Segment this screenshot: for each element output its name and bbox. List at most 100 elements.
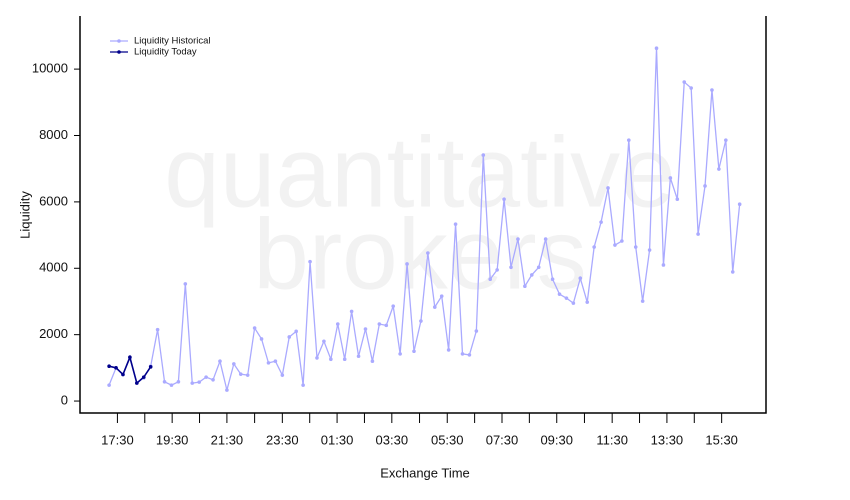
data-point [398,352,402,356]
data-point [536,265,541,270]
data-point [543,237,548,241]
data-point [266,361,271,365]
data-point [488,277,493,282]
data-point [599,220,603,224]
data-point [190,381,195,385]
data-point [114,366,118,370]
y-tick-label: 10000 [32,61,68,76]
x-tick-label: 05:30 [431,432,464,447]
legend-marker [117,50,121,54]
data-point [363,327,368,331]
legend-marker [117,39,121,43]
data-point [495,268,499,272]
data-point [335,322,340,326]
data-point [661,263,666,267]
data-point [252,326,257,330]
data-point [529,273,534,277]
data-point [613,243,617,247]
data-point [322,339,326,344]
watermark: quantitative [164,116,675,228]
data-point [356,354,361,359]
data-point [176,379,181,384]
x-tick-label: 03:30 [376,432,409,447]
data-point [710,88,714,92]
data-point [467,353,472,357]
data-point [155,327,160,332]
data-point [460,352,465,356]
data-point [550,277,555,282]
data-point [620,239,624,243]
x-tick-label: 21:30 [211,432,244,447]
data-point [287,335,292,339]
data-point [640,299,645,303]
data-point [446,348,451,352]
data-point [301,383,305,387]
data-point [557,292,562,296]
data-point [724,138,728,142]
x-tick-label: 23:30 [266,432,299,447]
data-point [405,262,409,266]
x-tick-label: 13:30 [651,432,684,447]
data-point [211,378,215,382]
data-point [523,284,527,288]
data-point [280,373,285,377]
y-tick-label: 8000 [39,127,68,142]
data-point [225,388,229,392]
data-point [585,300,590,304]
data-point [439,294,444,298]
data-point [218,359,222,364]
data-point [294,329,298,334]
data-point [141,375,146,379]
x-tick-label: 07:30 [486,432,519,447]
data-point [148,365,153,369]
data-point [169,383,174,387]
y-tick-label: 4000 [39,260,68,275]
data-point [197,380,201,384]
y-tick-label: 6000 [39,193,68,208]
data-point [627,138,631,142]
data-point [481,153,486,157]
data-point [647,248,652,252]
data-point [128,355,132,360]
data-point [232,362,236,366]
data-point [682,80,687,84]
legend-label: Liquidity Today [134,47,197,58]
data-point [717,167,721,171]
data-point [412,349,416,354]
plot-frame [79,16,767,414]
data-point [259,337,264,341]
data-point [329,357,333,362]
data-point [121,372,125,377]
data-point [509,265,513,270]
data-point [135,381,139,385]
data-point [578,276,583,281]
data-point [377,322,382,326]
x-tick-label: 09:30 [540,432,573,447]
data-point [564,296,569,300]
data-point [107,364,111,368]
x-tick-label: 15:30 [705,432,738,447]
data-point [453,222,458,226]
data-point [689,86,693,90]
watermark: brokers [253,198,586,310]
data-point [703,184,707,188]
data-point [516,237,520,241]
data-point [384,323,389,328]
data-point [432,305,437,309]
x-tick-label: 17:30 [101,432,134,447]
data-point [315,356,319,360]
data-point [107,383,111,387]
data-point [183,282,188,286]
data-point [654,46,659,50]
data-point [238,372,243,376]
data-point [245,373,250,377]
data-point [592,245,596,249]
data-point [342,357,347,362]
legend-label: Liquidity Historical [134,36,211,47]
y-tick-label: 2000 [39,326,68,341]
data-point [308,259,312,264]
data-point [737,202,742,207]
data-point [730,270,735,274]
x-tick-label: 11:30 [596,432,628,447]
data-point [571,301,576,305]
